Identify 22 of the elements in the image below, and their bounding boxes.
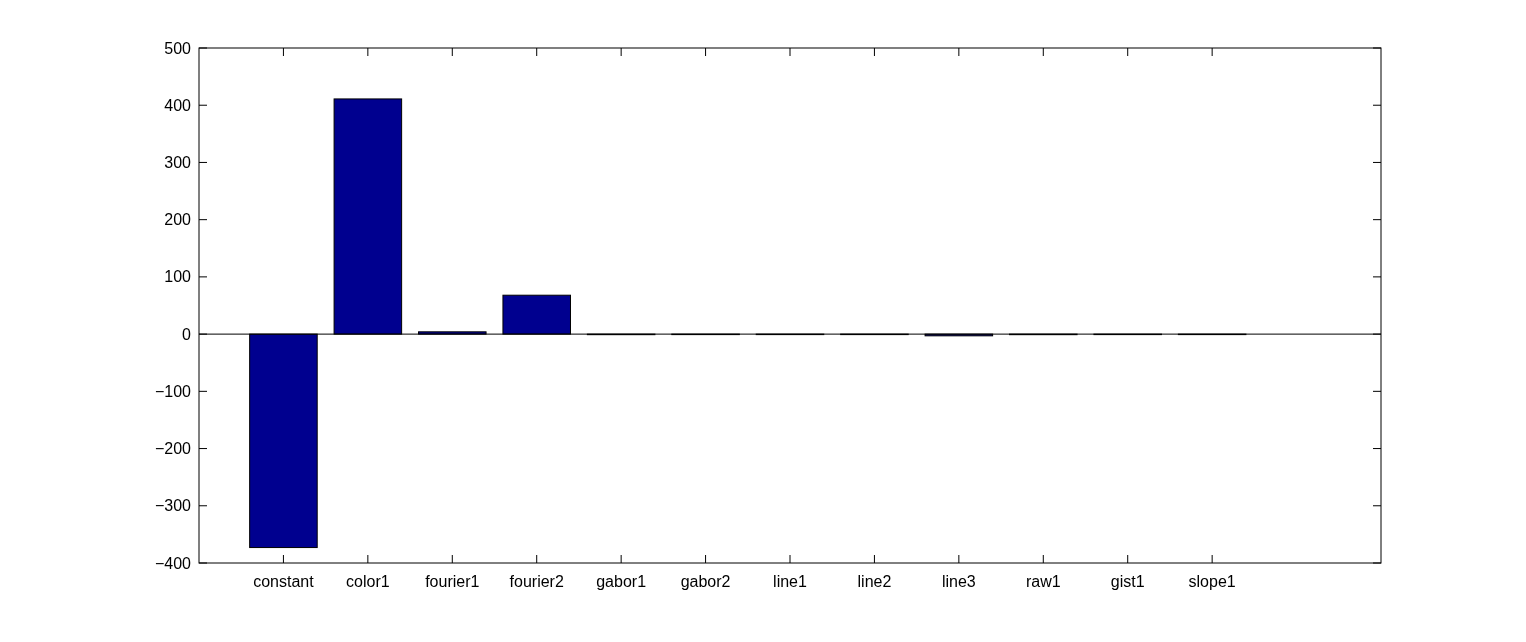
- x-tick-label: line1: [773, 573, 807, 590]
- x-tick-label: slope1: [1188, 573, 1236, 590]
- x-tick-label: fourier2: [509, 573, 564, 590]
- x-tick-label: line3: [941, 573, 976, 590]
- y-tick-label: 100: [164, 268, 192, 286]
- y-tick-label: 0: [182, 325, 192, 343]
- x-tick-label: gabor1: [596, 573, 647, 590]
- y-tick-label: 500: [164, 39, 192, 57]
- x-tick-label: color1: [346, 573, 390, 590]
- y-tick-label: 400: [164, 96, 192, 114]
- x-tick-label: raw1: [1025, 573, 1061, 590]
- x-tick-label: gist1: [1110, 573, 1145, 590]
- y-tick-label: −100: [154, 382, 192, 400]
- y-tick-label: −200: [154, 440, 192, 458]
- y-tick-label: −300: [154, 497, 192, 515]
- x-tick-label: gabor2: [680, 573, 731, 590]
- y-tick-label: 300: [164, 154, 192, 172]
- y-tick-label: 200: [164, 211, 192, 229]
- y-tick-label: −400: [154, 554, 192, 572]
- x-tick-label: constant: [253, 573, 315, 590]
- x-tick-label: fourier1: [425, 573, 480, 590]
- x-tick-label: line2: [857, 573, 892, 590]
